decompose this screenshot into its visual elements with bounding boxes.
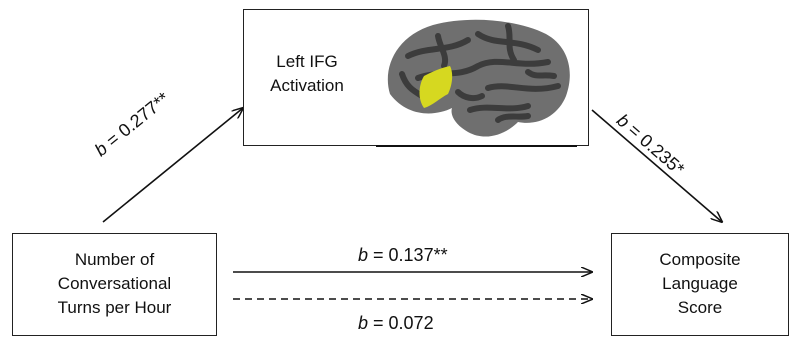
- path-a-arrow: [102, 108, 243, 223]
- predictor-box: Number of Conversational Turns per Hour: [12, 233, 217, 336]
- predictor-label: Number of Conversational Turns per Hour: [13, 248, 216, 320]
- mediator-box: Left IFG Activation: [243, 9, 589, 146]
- outcome-line-2: Language: [662, 274, 738, 293]
- outcome-line-3: Score: [677, 298, 723, 317]
- predictor-line-2: Conversational: [57, 274, 172, 293]
- mediator-underline: [376, 145, 577, 147]
- predictor-line-3: Turns per Hour: [57, 298, 172, 317]
- mediator-line-1: Left IFG: [276, 52, 338, 71]
- path-c-direct-label: b = 0.072: [358, 313, 434, 333]
- outcome-line-1: Composite: [659, 250, 741, 269]
- outcome-label: Composite Language Score: [612, 248, 788, 320]
- brain-icon: [387, 19, 570, 137]
- path-b-arrow: [591, 109, 722, 222]
- mediator-label: Left IFG Activation: [252, 50, 362, 98]
- path-c-total-label: b = 0.137**: [358, 245, 448, 265]
- mediator-line-2: Activation: [270, 76, 344, 95]
- predictor-line-1: Number of: [74, 250, 155, 269]
- outcome-box: Composite Language Score: [611, 233, 789, 336]
